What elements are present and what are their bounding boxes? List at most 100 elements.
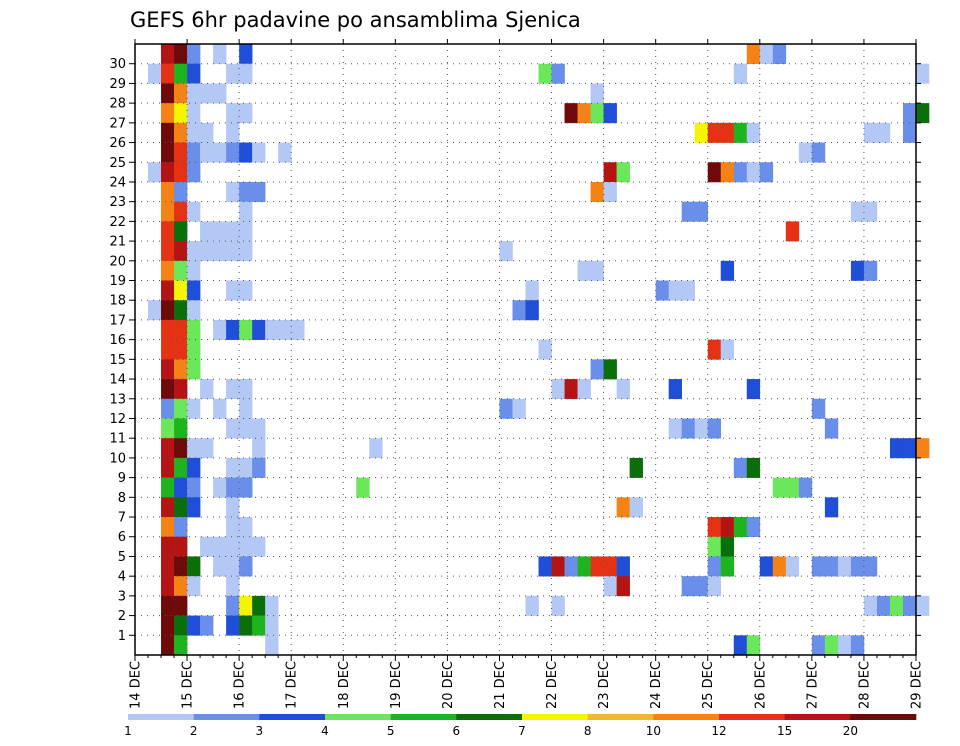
x-tick-label: 16 DEC <box>233 661 248 709</box>
heatmap-cell <box>161 359 175 380</box>
y-axis-ticks: 1234567891011121314151617181920212223242… <box>109 57 921 644</box>
heatmap-cell <box>187 398 201 419</box>
heatmap-cell <box>161 497 175 518</box>
heatmap-cell <box>187 162 201 183</box>
heatmap-cell <box>863 122 878 143</box>
heatmap-cell <box>187 457 201 478</box>
heatmap-cell <box>239 477 253 498</box>
heatmap-cell <box>291 319 305 340</box>
colorbar-segment <box>390 714 457 720</box>
heatmap-cell <box>239 379 253 400</box>
heatmap-cell <box>213 221 227 242</box>
heatmap-cell <box>161 339 175 360</box>
heatmap-cells <box>148 44 930 656</box>
heatmap-cell <box>174 359 188 380</box>
heatmap-cell <box>161 477 175 498</box>
heatmap-cell <box>252 418 266 439</box>
heatmap-cell <box>174 576 188 597</box>
heatmap-cell <box>863 595 878 616</box>
heatmap-cell <box>252 536 266 557</box>
heatmap-cell <box>187 319 201 340</box>
heatmap-cell <box>174 241 188 262</box>
heatmap-cell <box>889 595 904 616</box>
heatmap-cell <box>590 181 604 202</box>
colorbar-label: 3 <box>256 724 264 738</box>
heatmap-cell <box>577 103 591 124</box>
heatmap-cell <box>213 398 227 419</box>
heatmap-cell <box>148 162 162 183</box>
heatmap-cell <box>720 122 735 143</box>
heatmap-cell <box>239 319 253 340</box>
heatmap-cell <box>655 280 669 301</box>
heatmap-cell <box>213 319 227 340</box>
heatmap-cell <box>369 438 383 459</box>
heatmap-cell <box>239 142 253 163</box>
heatmap-cell <box>239 398 253 419</box>
heatmap-cell <box>252 438 266 459</box>
heatmap-cell <box>161 241 175 262</box>
heatmap-cell <box>226 536 240 557</box>
colorbar-segment <box>784 714 851 720</box>
heatmap-cell <box>161 615 175 636</box>
heatmap-cell <box>811 398 826 419</box>
colorbar-segment <box>719 714 785 720</box>
heatmap-cell <box>356 477 370 498</box>
heatmap-cell <box>161 635 175 656</box>
colorbar-label: 15 <box>777 724 792 738</box>
y-tick-label: 4 <box>118 570 126 585</box>
heatmap-cell <box>564 379 578 400</box>
heatmap-cell <box>785 556 800 577</box>
heatmap-cell <box>616 497 630 518</box>
heatmap-cell <box>148 63 162 84</box>
heatmap-cell <box>720 339 735 360</box>
heatmap-cell <box>161 319 175 340</box>
heatmap-cell <box>239 418 253 439</box>
heatmap-cell <box>174 181 188 202</box>
heatmap-cell <box>681 201 696 222</box>
heatmap-cell <box>200 122 214 143</box>
y-tick-label: 13 <box>109 392 126 407</box>
x-tick-label: 26 DEC <box>753 661 768 709</box>
x-tick-label: 17 DEC <box>285 661 300 709</box>
heatmap-cell <box>174 477 188 498</box>
heatmap-cell <box>278 142 292 163</box>
heatmap-cell <box>174 103 188 124</box>
heatmap-cell <box>590 83 604 104</box>
heatmap-cell <box>916 103 930 124</box>
heatmap-cell <box>824 556 839 577</box>
heatmap-cell <box>499 398 513 419</box>
y-tick-label: 10 <box>109 451 126 466</box>
heatmap-cell <box>746 162 761 183</box>
heatmap-cell <box>187 142 201 163</box>
heatmap-cell <box>564 556 578 577</box>
heatmap-cell <box>226 418 240 439</box>
heatmap-cell <box>603 181 617 202</box>
heatmap-cell <box>239 517 253 538</box>
colorbar-label: 8 <box>584 724 592 738</box>
heatmap-cell <box>902 438 917 459</box>
heatmap-cell <box>811 635 826 656</box>
heatmap-cell <box>525 300 539 321</box>
heatmap-cell <box>252 615 266 636</box>
heatmap-cell <box>850 635 865 656</box>
heatmap-cell <box>226 241 240 262</box>
heatmap-cell <box>174 339 188 360</box>
heatmap-cell <box>226 181 240 202</box>
heatmap-cell <box>174 398 188 419</box>
heatmap-cell <box>720 162 735 183</box>
heatmap-cell <box>226 319 240 340</box>
colorbar-label: 5 <box>387 724 395 738</box>
heatmap-cell <box>161 122 175 143</box>
heatmap-cell <box>213 477 227 498</box>
heatmap-cell <box>213 556 227 577</box>
heatmap-cell <box>174 221 188 242</box>
x-tick-label: 29 DEC <box>910 661 925 709</box>
heatmap-cell <box>759 556 774 577</box>
heatmap-cell <box>577 260 591 281</box>
heatmap-cell <box>200 379 214 400</box>
heatmap-cell <box>239 615 253 636</box>
heatmap-cell <box>226 477 240 498</box>
heatmap-cell <box>551 556 565 577</box>
heatmap-cell <box>811 142 826 163</box>
x-tick-label: 22 DEC <box>545 661 560 709</box>
